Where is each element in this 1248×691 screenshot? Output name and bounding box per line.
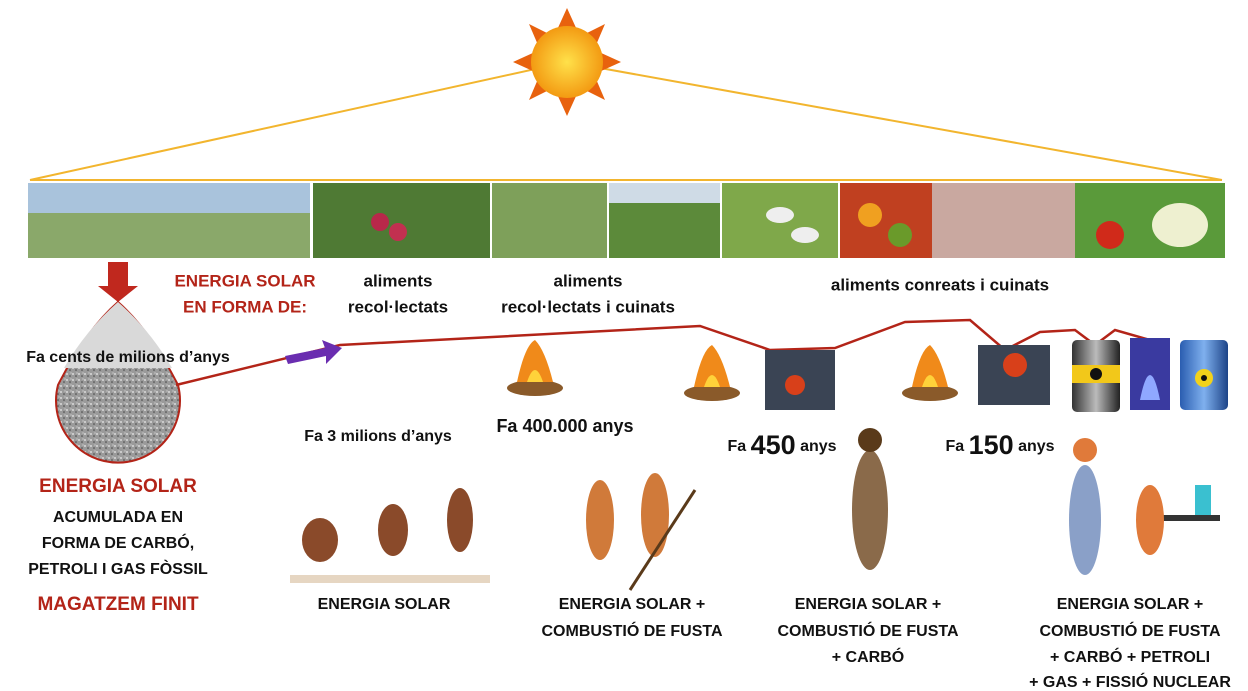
fossil-line: PETROLI I GAS FÒSSIL [28,559,208,578]
fossil-line: FORMA DE CARBÓ, [42,533,194,552]
food-label: aliments conreats i cuinats [831,275,1049,294]
fossil-title: ENERGIA SOLAR [39,476,197,497]
photo-strip [28,183,1225,258]
fossil-line: ACUMULADA EN [53,509,183,526]
era-time-number: 450 [751,430,796,460]
fossil-note: MAGATZEM FINIT [37,594,199,615]
fossil-age: Fa cents de milions d’anys [26,349,230,366]
era-caption: + CARBÓ [832,647,904,666]
sun [30,8,1222,180]
header-line: ENERGIA SOLAR [174,271,315,290]
labels: ENERGIA SOLAR EN FORMA DE: aliments reco… [26,271,1231,691]
fuel-icons [507,338,1228,412]
era-time: Fa 3 milions d’anys [304,428,452,445]
era-caption: + GAS + FISSIÓ NUCLEAR [1029,672,1231,691]
arrow [285,340,342,364]
era-time-suffix: anys [1018,438,1055,455]
era-caption: ENERGIA SOLAR + [559,596,706,613]
diagram: ENERGIA SOLAR EN FORMA DE: aliments reco… [0,0,1248,691]
era-time: Fa 450 anys [727,430,836,460]
era-caption: ENERGIA SOLAR + [795,596,942,613]
era-time-prefix: Fa [727,438,746,455]
era-caption: COMBUSTIÓ DE FUSTA [777,621,958,640]
food-label: recol·lectats [348,297,448,316]
era-time: Fa 150 anys [945,430,1054,460]
era-time: Fa 400.000 anys [496,416,633,436]
era-caption: ENERGIA SOLAR [318,596,451,613]
era-caption: ENERGIA SOLAR + [1057,596,1204,613]
era-caption: COMBUSTIÓ DE FUSTA [541,621,722,640]
food-label: aliments [364,271,433,290]
era-caption: COMBUSTIÓ DE FUSTA [1039,621,1220,640]
header-line: EN FORMA DE: [183,297,307,316]
era-time-prefix: Fa [945,438,964,455]
era-time-number: 150 [969,430,1014,460]
era-time-suffix: anys [800,438,837,455]
food-label: aliments [554,271,623,290]
era-caption: + CARBÓ + PETROLI [1050,647,1210,666]
food-label: recol·lectats i cuinats [501,297,675,316]
